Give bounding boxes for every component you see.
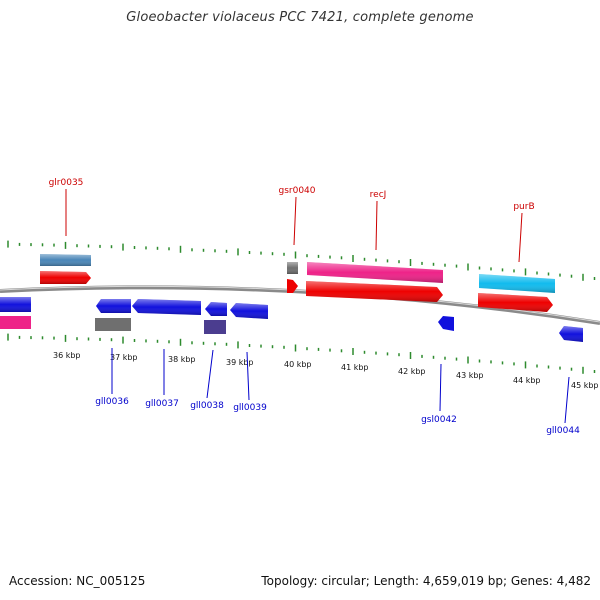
scale-label: 36 kbp [53, 351, 81, 360]
label-recJ[interactable]: recJ [370, 190, 387, 200]
forward-tick-row [7, 240, 596, 281]
scale-label: 43 kbp [456, 371, 484, 380]
label-glr0035[interactable]: glr0035 [49, 178, 84, 188]
genome-backbone [0, 285, 600, 325]
label-gll0037[interactable]: gll0037 [145, 399, 179, 409]
forward-gene-labels: glr0035 gsr0040 recJ purB [49, 178, 535, 263]
label-gll0036[interactable]: gll0036 [95, 397, 129, 407]
reverse-tick-row [7, 333, 596, 374]
forward-genes [40, 254, 555, 293]
forward-cds [0, 271, 553, 329]
scale-label: 42 kbp [398, 367, 426, 376]
topology-text: Topology: circular; Length: 4,659,019 bp… [261, 574, 591, 588]
label-gll0039[interactable]: gll0039 [233, 403, 267, 413]
label-gll0038[interactable]: gll0038 [190, 401, 224, 411]
scale-label: 39 kbp [226, 358, 254, 367]
accession-text: Accession: NC_005125 [9, 574, 146, 588]
scale-label: 38 kbp [168, 355, 196, 364]
scale-label: 41 kbp [341, 363, 369, 372]
gene-gll0036[interactable] [95, 318, 131, 331]
scale-label: 40 kbp [284, 360, 312, 369]
reverse-gene-labels: gll0036 gll0037 gll0038 gll0039 gsl0042 … [95, 348, 580, 436]
gene-gll0038[interactable] [204, 320, 226, 334]
cds-gsl0042[interactable] [438, 316, 454, 331]
scale-label: 44 kbp [513, 376, 541, 385]
label-gll0044[interactable]: gll0044 [546, 426, 580, 436]
scale-label: 45 kbp [571, 381, 599, 390]
label-gsr0040[interactable]: gsr0040 [278, 186, 315, 196]
pink-gene-left[interactable] [0, 316, 31, 329]
map-title: Gloeobacter violaceus PCC 7421, complete… [126, 10, 474, 25]
scale-label: 37 kbp [110, 353, 138, 362]
cds-gsr0040[interactable] [287, 279, 298, 293]
label-gsl0042[interactable]: gsl0042 [421, 415, 457, 425]
scale-labels: 36 kbp 37 kbp 38 kbp 39 kbp 40 kbp 41 kb… [53, 351, 599, 390]
reverse-genes [0, 297, 583, 342]
label-purB[interactable]: purB [513, 202, 534, 212]
